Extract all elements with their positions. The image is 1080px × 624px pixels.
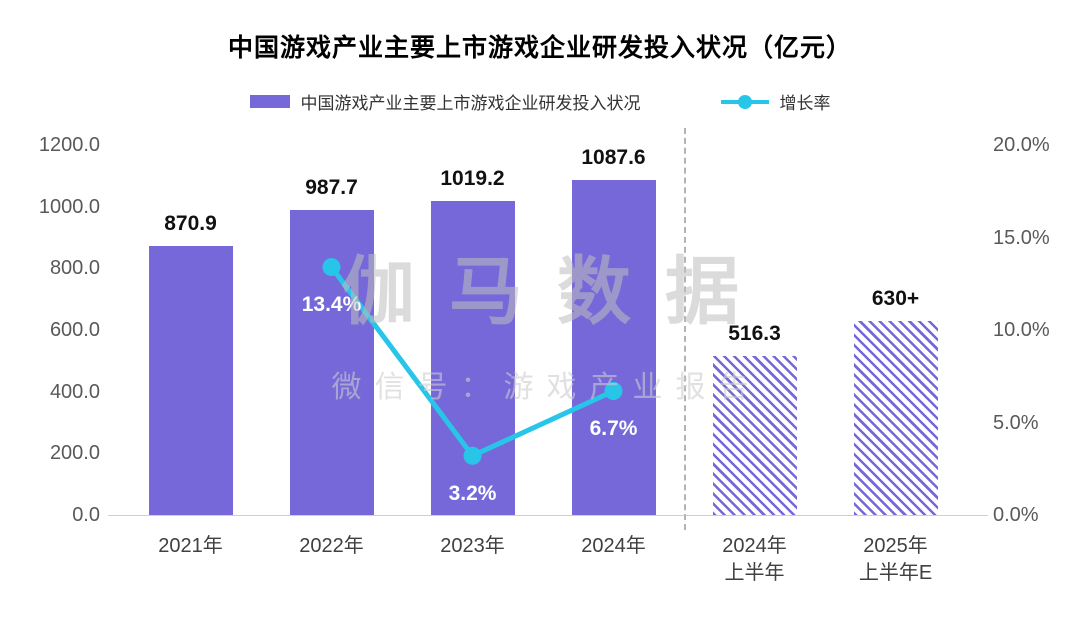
left-axis-tick: 400.0 [49, 380, 100, 403]
x-axis-label: 2025年 上半年E [858, 535, 933, 584]
bar-2024年 [571, 179, 656, 515]
legend: 中国游戏产业主要上市游戏企业研发投入状况 增长率 [0, 89, 1080, 114]
legend-item-bar: 中国游戏产业主要上市游戏企业研发投入状况 [249, 89, 641, 114]
left-axis-tick: 0.0 [72, 504, 100, 526]
x-axis-baseline [108, 515, 988, 516]
right-axis-tick: 0.0% [993, 504, 1039, 526]
bar-2024年上半年 [712, 355, 797, 515]
left-axis-tick: 200.0 [49, 442, 100, 465]
legend-line-label: 增长率 [779, 94, 831, 113]
bar-value-label: 1019.2 [440, 166, 505, 190]
bar-2025年上半年E [853, 320, 938, 515]
growth-rate-label: 3.2% [448, 481, 497, 505]
legend-bar-label: 中国游戏产业主要上市游戏企业研发投入状况 [300, 94, 641, 113]
x-axis-label: 2022年 [299, 535, 364, 557]
left-axis-tick: 1000.0 [38, 195, 100, 218]
bar-value-label: 870.9 [164, 212, 217, 236]
x-axis-label: 2021年 [158, 535, 223, 557]
left-axis-tick: 600.0 [49, 319, 100, 341]
right-axis-tick: 10.0% [993, 319, 1050, 341]
bar-value-label: 516.3 [728, 321, 781, 345]
forecast-separator-line [684, 128, 686, 530]
line-series-swatch-icon [720, 94, 769, 109]
bar-2021年 [148, 246, 233, 515]
x-axis-label: 2024年 [581, 535, 646, 557]
x-axis-label: 2024年 上半年 [722, 535, 787, 584]
bar-2022年 [289, 210, 374, 515]
left-axis-tick: 1200.0 [38, 134, 100, 156]
growth-rate-label: 13.4% [301, 293, 362, 317]
bar-value-label: 1087.6 [581, 145, 646, 169]
growth-rate-label: 6.7% [589, 417, 638, 441]
right-axis-tick: 15.0% [993, 226, 1050, 249]
legend-item-line: 增长率 [720, 89, 831, 114]
left-axis-tick: 800.0 [49, 257, 100, 280]
bar-2023年 [430, 200, 515, 515]
bar-series-swatch-icon [249, 95, 290, 108]
x-axis-label: 2023年 [440, 535, 505, 557]
bar-value-label: 630+ [871, 286, 920, 310]
chart-title: 中国游戏产业主要上市游戏企业研发投入状况（亿元） [227, 34, 852, 62]
bar-value-label: 987.7 [305, 176, 358, 200]
right-axis-tick: 5.0% [993, 411, 1039, 434]
right-axis-tick: 20.0% [993, 134, 1050, 156]
